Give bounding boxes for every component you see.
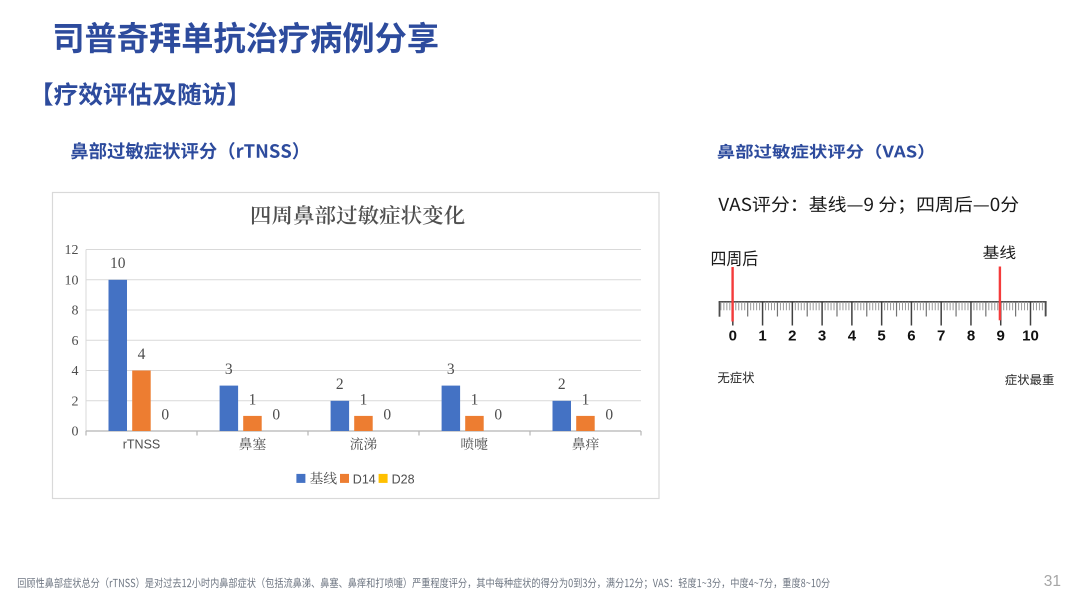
svg-text:0: 0 bbox=[383, 407, 391, 424]
svg-text:3: 3 bbox=[225, 361, 233, 378]
svg-text:8: 8 bbox=[967, 327, 975, 344]
svg-text:0: 0 bbox=[72, 425, 79, 440]
svg-text:2: 2 bbox=[336, 376, 344, 393]
svg-text:2: 2 bbox=[558, 376, 566, 393]
svg-text:1: 1 bbox=[758, 327, 766, 344]
svg-text:7: 7 bbox=[937, 327, 945, 344]
svg-text:0: 0 bbox=[494, 407, 502, 424]
svg-text:0: 0 bbox=[605, 407, 613, 424]
svg-text:2: 2 bbox=[788, 327, 796, 344]
svg-text:8: 8 bbox=[72, 304, 79, 319]
svg-text:3: 3 bbox=[447, 361, 455, 378]
svg-text:1: 1 bbox=[249, 391, 257, 408]
svg-text:0: 0 bbox=[161, 407, 169, 424]
svg-text:10: 10 bbox=[1022, 327, 1039, 344]
svg-text:1: 1 bbox=[360, 391, 368, 408]
svg-text:6: 6 bbox=[907, 327, 915, 344]
svg-text:D28: D28 bbox=[392, 472, 415, 486]
svg-text:5: 5 bbox=[877, 327, 885, 344]
svg-text:1: 1 bbox=[471, 391, 479, 408]
svg-text:6: 6 bbox=[72, 334, 79, 349]
svg-text:rTNSS: rTNSS bbox=[123, 437, 161, 451]
svg-text:4: 4 bbox=[848, 327, 857, 344]
svg-text:10: 10 bbox=[110, 255, 126, 272]
svg-text:2: 2 bbox=[72, 394, 79, 409]
svg-text:D14: D14 bbox=[353, 472, 376, 486]
svg-text:0: 0 bbox=[729, 327, 737, 344]
svg-text:0: 0 bbox=[272, 407, 280, 424]
svg-text:10: 10 bbox=[65, 273, 79, 288]
svg-text:3: 3 bbox=[818, 327, 826, 344]
svg-text:4: 4 bbox=[138, 346, 146, 363]
svg-text:31: 31 bbox=[1044, 573, 1061, 590]
svg-text:9: 9 bbox=[997, 327, 1005, 344]
svg-text:1: 1 bbox=[582, 391, 590, 408]
svg-text:12: 12 bbox=[65, 243, 79, 258]
svg-text:4: 4 bbox=[72, 364, 79, 379]
